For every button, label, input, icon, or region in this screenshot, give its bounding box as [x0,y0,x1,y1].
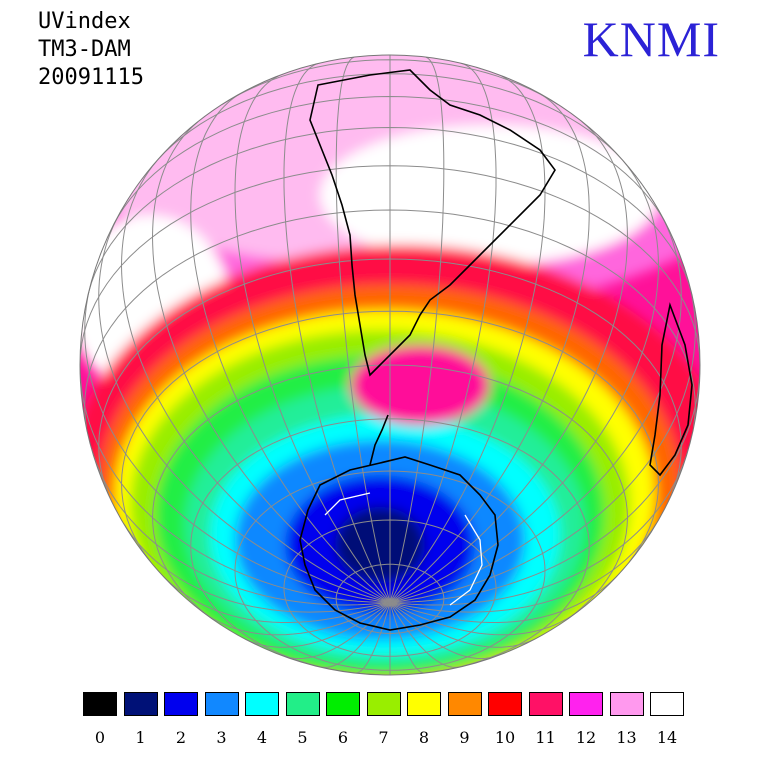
legend-label: 1 [135,728,146,747]
meridian-line [389,602,578,636]
legend-label: 13 [616,728,637,747]
meridian-line [389,602,534,648]
africa-outline [649,302,693,477]
meridian-line [151,121,391,603]
meridian-line [98,212,391,603]
meridian-line [355,602,391,674]
globe-svg [79,54,701,676]
title-line-product: UVindex [38,9,131,34]
legend-swatch [123,692,158,716]
legend-label: 3 [216,728,227,747]
legend-label: 8 [418,728,430,747]
legend-swatch [407,692,441,716]
meridian-line [283,62,391,603]
meridian-line [389,159,660,603]
knmi-logo: KNMI [582,11,720,67]
title-line-model: TM3-DAM [38,37,131,62]
meridian-line [389,289,696,603]
legend-swatch [650,692,684,716]
meridian-line [80,373,391,603]
meridian-line [321,602,391,668]
meridian-line [123,523,391,613]
meridian-line [389,92,590,603]
legend-swatch [488,692,522,716]
meridian-line [246,602,391,648]
legend-label: 5 [297,728,308,747]
meridian-line [389,62,497,603]
meridian-line [190,92,391,603]
map-title-block: UVindex TM3-DAM 20091115 [38,8,144,92]
meridian-line [389,523,657,613]
legend-swatch [245,692,279,716]
meridian-line [120,159,391,603]
legend-label: 12 [575,728,597,747]
legend-label: 4 [256,728,268,747]
south-america-outline [309,69,556,377]
ice-shelf-outline [324,492,483,606]
legend-swatch [204,692,239,716]
meridian-line [389,121,629,603]
legend-swatch [164,692,198,716]
coastlines [129,69,693,631]
meridian-line [389,364,700,603]
legend-label: 2 [175,728,187,747]
meridian-line [389,602,425,674]
meridian-line [202,602,391,636]
meridian-line [389,212,682,603]
legend-swatch [285,692,320,716]
legend-label: 14 [656,728,678,747]
globe-map [70,45,710,685]
legend-swatch [569,692,603,716]
legend-label: 7 [378,728,389,747]
legend-swatch [609,692,644,716]
title-line-date: 20091115 [38,65,144,90]
meridian-line [84,289,391,603]
legend-swatch [528,692,563,716]
meridian-line [90,448,391,606]
legend-label: 6 [337,728,349,747]
meridian-line [335,56,391,603]
legend-swatch [447,692,482,716]
antarctic-peninsula-outline [369,414,389,466]
band-extreme-east [320,125,660,265]
globe-rim [79,54,701,676]
uv-legend: 0 1 2 3 4 5 6 7 8 9 10 11 12 13 14 [75,692,695,752]
legend-label: 11 [535,728,556,747]
legend-label: 0 [94,728,106,747]
meridian-line [234,75,391,603]
band-darkblue [335,507,425,583]
legend-label: 9 [459,728,470,747]
legend-swatch [83,692,117,716]
antarctica-outline [299,456,499,631]
meridian-line [389,75,546,603]
meridian-line [389,56,445,603]
meridian-line [389,574,619,623]
meridian-line [389,448,690,606]
legend-swatch [326,692,360,716]
meridian-line [389,602,498,660]
parallel-line [80,165,700,366]
legend-swatch [366,692,401,716]
meridian-line [282,602,391,660]
legend-label: 10 [494,728,516,747]
meridian-line [389,602,459,668]
